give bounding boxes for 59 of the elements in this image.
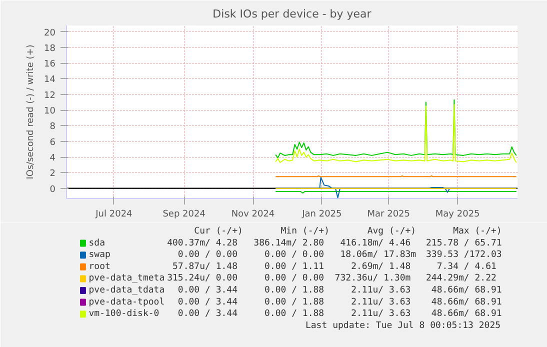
- legend-label: pve-data_tdata: [88, 286, 165, 296]
- text: 48.66m/ 68.91: [431, 297, 502, 308]
- text: Min (-/+): [280, 226, 330, 236]
- legend-label: swap: [88, 250, 110, 260]
- text: 0.00 / 3.44: [178, 286, 238, 296]
- x-tick-label: Mar 2025: [367, 210, 410, 220]
- text: Avg (-/+): [367, 226, 416, 236]
- y-tick-label: 10: [44, 106, 56, 117]
- text: 2.11u/ 3.63: [351, 286, 411, 296]
- y-tick-label: 8: [50, 122, 56, 132]
- text: 7.34 / 4.61: [436, 262, 496, 272]
- text: 48.66m/ 68.91: [431, 286, 502, 296]
- text: 0.00 / 3.44: [178, 309, 238, 320]
- legend-label: pve-data-tpool: [88, 297, 165, 308]
- y-tick-label: 12: [44, 90, 56, 101]
- text: 0.00 / 1.88: [264, 286, 324, 296]
- text: 2.69m/ 1.48: [351, 262, 411, 272]
- y-tick-label: 4: [50, 154, 56, 164]
- text: 48.66m/ 68.91: [431, 309, 502, 320]
- text: 2.11u/ 3.63: [351, 309, 411, 320]
- text: 18.06m/ 17.83m: [340, 250, 416, 260]
- legend-label: vm-100-disk-0: [88, 309, 160, 320]
- text: Max (-/+): [453, 226, 502, 236]
- legend-label: pve-data_tmeta: [88, 274, 165, 284]
- x-tick-label: Jan 2025: [301, 210, 342, 220]
- text: 0.00 / 0.00: [178, 250, 238, 260]
- text: 0.00 / 1.88: [264, 309, 324, 320]
- text: 339.53 /172.03: [426, 250, 502, 260]
- chart-title: Disk IOs per device - by year: [212, 8, 372, 20]
- text: 400.37m/ 4.28: [167, 238, 238, 248]
- y-tick-label: 14: [44, 75, 56, 86]
- x-tick-label: May 2025: [435, 210, 480, 220]
- text: 244.29m/ 2.22: [426, 274, 496, 284]
- text: 0.00 / 1.88: [264, 297, 324, 308]
- text: 0.00 / 0.00: [264, 274, 324, 284]
- legend-label: sda: [88, 238, 106, 248]
- text: 732.36u/ 1.30m: [334, 274, 411, 284]
- x-tick-label: Jul 2024: [94, 210, 133, 220]
- x-tick-label: Nov 2024: [231, 210, 275, 220]
- text: Last update: Tue Jul 8 00:05:13 2025: [305, 320, 501, 331]
- text: 215.78 / 65.71: [426, 238, 502, 248]
- text: 386.14m/ 2.80: [254, 238, 324, 248]
- text: 2.11u/ 3.63: [351, 297, 411, 308]
- y-tick-label: 0: [50, 184, 56, 195]
- text: 315.24u/ 0.00: [167, 274, 238, 284]
- y-tick-label: 6: [50, 138, 56, 148]
- y-axis-title: IOs/second read (-) / write (+): [26, 44, 36, 180]
- text: 0.00 / 3.44: [178, 297, 238, 308]
- y-tick-label: 20: [44, 28, 56, 38]
- text: 57.87u/ 1.48: [172, 262, 238, 272]
- text: 0.00 / 1.11: [264, 262, 324, 272]
- legend-label: root: [88, 262, 110, 272]
- y-tick-label: 18: [44, 44, 56, 54]
- x-tick-label: Sep 2024: [162, 210, 206, 220]
- text: 416.18m/ 4.46: [340, 238, 411, 248]
- text: Cur (-/+): [194, 226, 243, 236]
- y-tick-label: 2: [50, 169, 56, 180]
- y-tick-label: 16: [44, 60, 56, 70]
- text: 0.00 / 0.00: [264, 250, 324, 260]
